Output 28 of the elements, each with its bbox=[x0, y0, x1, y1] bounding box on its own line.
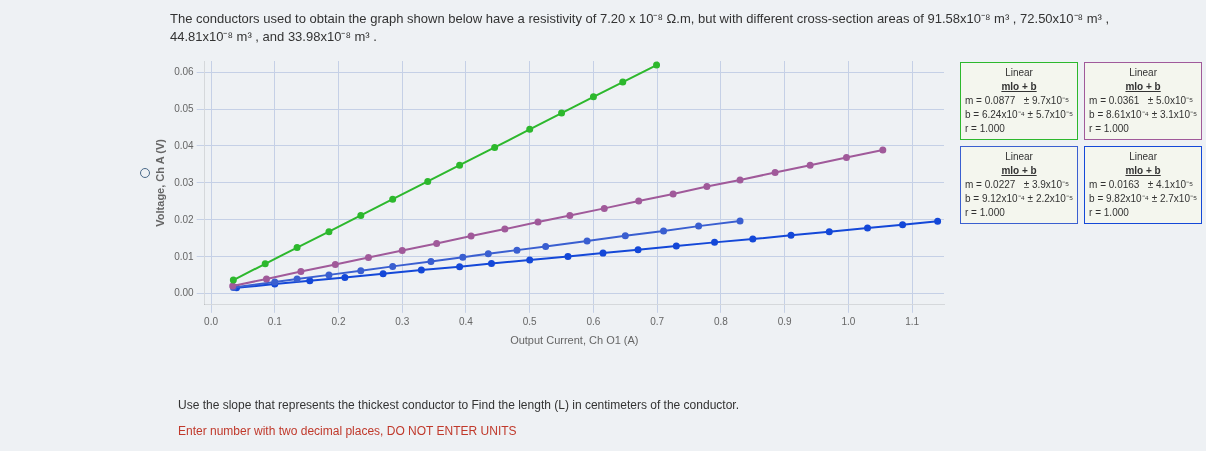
x-tick-label: 0.3 bbox=[395, 315, 410, 327]
text: Linear mlo + b m = 0.0163 ± 4.1x10⁻⁵ b = 9.82x10⁻⁴ ± 2.7x10⁻⁵ r = 1.000 bbox=[1089, 150, 1198, 220]
text: Linear mlo + b m = 0.0877 ± 9.7x10⁻⁵ b = 6.24x10⁻⁴ ± 5.7x10⁻⁵ r = 1.000 bbox=[965, 66, 1074, 136]
text: Linear mlo + b m = 0.0227 ± 3.9x10⁻⁵ b = 9.12x10⁻⁴ ± 2.2x10⁻⁵ r = 1.000 bbox=[965, 150, 1074, 220]
x-tick-label: 0.6 bbox=[586, 315, 601, 327]
x-tick-label: 0.0 bbox=[204, 315, 219, 327]
y-axis-title: Voltage, Ch A (V) bbox=[153, 138, 166, 227]
x-tick-label: 0.4 bbox=[459, 315, 474, 327]
y-tick-label: 0.05 bbox=[174, 102, 195, 114]
y-tick-label: 0.06 bbox=[174, 65, 195, 77]
x-tick-label: 0.9 bbox=[777, 315, 793, 327]
x-axis-title: Output Current, Ch O1 (A) bbox=[510, 334, 639, 347]
x-tick-label: 1.1 bbox=[905, 315, 920, 327]
x-tick-label: 0.2 bbox=[331, 315, 346, 327]
y-tick-label: 0.01 bbox=[174, 250, 195, 262]
y-tick-label: 0.00 bbox=[174, 287, 195, 299]
x-tick-label: 0.8 bbox=[713, 315, 729, 327]
y-tick-label: 0.04 bbox=[174, 139, 195, 151]
x-tick-label: 1.0 bbox=[841, 315, 856, 327]
x-tick-label: 0.1 bbox=[267, 315, 283, 327]
text: Enter number with two decimal places, DO NOT ENTER UNITS bbox=[178, 424, 518, 438]
y-tick-label: 0.03 bbox=[174, 176, 195, 188]
y-tick-label: 0.02 bbox=[174, 213, 195, 225]
x-tick-label: 0.5 bbox=[522, 315, 538, 327]
text: Use the slope that represents the thickest conductor to Find the length (L) in centimeters of the conductor. bbox=[178, 398, 739, 412]
text: Linear mlo + b m = 0.0361 ± 5.0x10⁻⁵ b = 8.61x10⁻⁴ ± 3.1x10⁻⁵ r = 1.000 bbox=[1089, 66, 1198, 136]
chart-title: The conductors used to obtain the graph shown below have a resistivity of 7.20 x 10⁻⁸ Ω.m, but with different cross-section areas of 91.58x10⁻⁸ m³ , 72.50x10⁻⁸ m³ , 44.81x10⁻⁸ m³ , and 33.98x10⁻⁸ m³ . bbox=[170, 10, 1111, 46]
x-tick-label: 0.7 bbox=[650, 315, 665, 327]
